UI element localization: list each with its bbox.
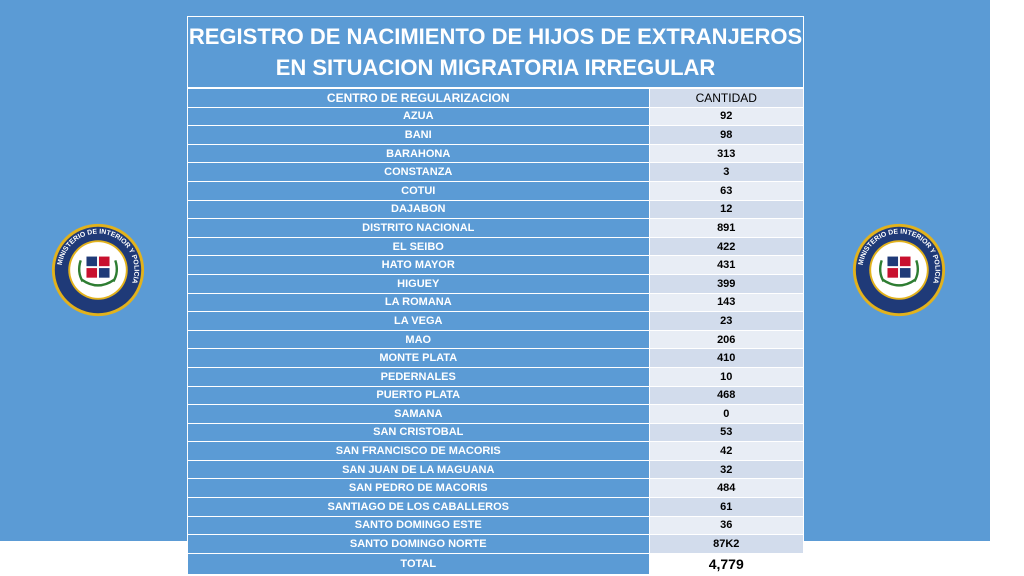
table-row: EL SEIBO 422	[188, 237, 803, 257]
cantidad-cell: 36	[649, 516, 803, 536]
centro-name-cell: DAJABON	[188, 200, 650, 220]
table-row: SAN CRISTOBAL 53	[188, 423, 803, 443]
table-row: SAN FRANCISCO DE MACORIS 42	[188, 441, 803, 461]
table-row: HATO MAYOR 431	[188, 255, 803, 275]
report-title: REGISTRO DE NACIMIENTO DE HIJOS DE EXTRA…	[188, 17, 803, 89]
centro-name-cell: BARAHONA	[188, 144, 650, 164]
table-row: DISTRITO NACIONAL 891	[188, 218, 803, 238]
title-line-1: REGISTRO DE NACIMIENTO DE HIJOS DE EXTRA…	[188, 24, 803, 49]
total-row: TOTAL 4,779	[188, 553, 803, 575]
cantidad-cell: 410	[649, 348, 803, 368]
ministry-seal-left: MINISTERIO DE INTERIOR Y POLICIA	[51, 223, 145, 317]
centro-name-cell: SAN PEDRO DE MACORIS	[188, 478, 650, 499]
cantidad-cell: 422	[649, 237, 803, 257]
cantidad-cell: 0	[649, 404, 803, 424]
cantidad-cell: 87K2	[649, 534, 803, 554]
centro-name-cell: SAN FRANCISCO DE MACORIS	[188, 441, 650, 461]
centro-name-cell: SAN CRISTOBAL	[188, 423, 650, 443]
centro-name-cell: EL SEIBO	[188, 237, 650, 257]
table-row: SANTO DOMINGO ESTE 36	[188, 516, 803, 536]
ministry-seal-right: MINISTERIO DE INTERIOR Y POLICIA	[852, 223, 946, 317]
total-label: TOTAL	[188, 553, 650, 575]
centro-name-cell: SAMANA	[188, 404, 650, 424]
centro-name-cell: MAO	[188, 330, 650, 350]
registry-table: CENTRO DE REGULARIZACION CANTIDAD AZUA 92…	[188, 89, 803, 575]
cantidad-cell: 484	[649, 478, 803, 499]
table-row: SANTIAGO DE LOS CABALLEROS 61	[188, 497, 803, 517]
table-header-row: CENTRO DE REGULARIZACION CANTIDAD	[188, 89, 803, 108]
table-row: SANTO DOMINGO NORTE 87K2	[188, 534, 803, 554]
table-row: BANI 98	[188, 125, 803, 145]
total-value: 4,779	[649, 553, 803, 575]
centro-name-cell: MONTE PLATA	[188, 348, 650, 368]
cantidad-cell: 10	[649, 367, 803, 387]
centro-name-cell: SAN JUAN DE LA MAGUANA	[188, 460, 650, 480]
centro-name-cell: AZUA	[188, 107, 650, 127]
table-row: CONSTANZA 3	[188, 162, 803, 182]
cantidad-cell: 399	[649, 274, 803, 294]
table-row: SAN PEDRO DE MACORIS 484	[188, 478, 803, 499]
cantidad-cell: 98	[649, 125, 803, 145]
column-header-centro: CENTRO DE REGULARIZACION	[188, 89, 650, 108]
table-row: HIGUEY 399	[188, 274, 803, 294]
table-row: SAMANA 0	[188, 404, 803, 424]
cantidad-cell: 61	[649, 497, 803, 517]
cantidad-cell: 92	[649, 107, 803, 127]
centro-name-cell: PUERTO PLATA	[188, 386, 650, 406]
table-row: PEDERNALES 10	[188, 367, 803, 387]
centro-name-cell: SANTIAGO DE LOS CABALLEROS	[188, 497, 650, 517]
cantidad-cell: 23	[649, 311, 803, 331]
centro-name-cell: CONSTANZA	[188, 162, 650, 182]
cantidad-cell: 63	[649, 181, 803, 201]
table-row: DAJABON 12	[188, 200, 803, 220]
centro-name-cell: COTUI	[188, 181, 650, 201]
table-row: SAN JUAN DE LA MAGUANA 32	[188, 460, 803, 480]
table-row: LA VEGA 23	[188, 311, 803, 331]
centro-name-cell: SANTO DOMINGO NORTE	[188, 534, 650, 554]
centro-name-cell: HATO MAYOR	[188, 255, 650, 275]
cantidad-cell: 891	[649, 218, 803, 238]
cantidad-cell: 468	[649, 386, 803, 406]
table-row: PUERTO PLATA 468	[188, 386, 803, 406]
cantidad-cell: 206	[649, 330, 803, 350]
title-line-2: EN SITUACION MIGRATORIA IRREGULAR	[275, 55, 716, 80]
centro-name-cell: DISTRITO NACIONAL	[188, 218, 650, 238]
cantidad-cell: 313	[649, 144, 803, 164]
column-header-cantidad: CANTIDAD	[649, 89, 803, 108]
cantidad-cell: 12	[649, 200, 803, 220]
table-row: BARAHONA 313	[188, 144, 803, 164]
centro-name-cell: LA ROMANA	[188, 293, 650, 313]
centro-name-cell: BANI	[188, 125, 650, 145]
cantidad-cell: 53	[649, 423, 803, 443]
cantidad-cell: 32	[649, 460, 803, 480]
centro-name-cell: LA VEGA	[188, 311, 650, 331]
table-row: MONTE PLATA 410	[188, 348, 803, 368]
table-row: LA ROMANA 143	[188, 293, 803, 313]
cantidad-cell: 3	[649, 162, 803, 182]
centro-name-cell: SANTO DOMINGO ESTE	[188, 516, 650, 536]
cantidad-cell: 42	[649, 441, 803, 461]
table-row: MAO 206	[188, 330, 803, 350]
centro-name-cell: HIGUEY	[188, 274, 650, 294]
cantidad-cell: 143	[649, 293, 803, 313]
centro-name-cell: PEDERNALES	[188, 367, 650, 387]
report-table-container: REGISTRO DE NACIMIENTO DE HIJOS DE EXTRA…	[187, 16, 804, 576]
table-row: COTUI 63	[188, 181, 803, 201]
cantidad-cell: 431	[649, 255, 803, 275]
table-row: AZUA 92	[188, 107, 803, 127]
